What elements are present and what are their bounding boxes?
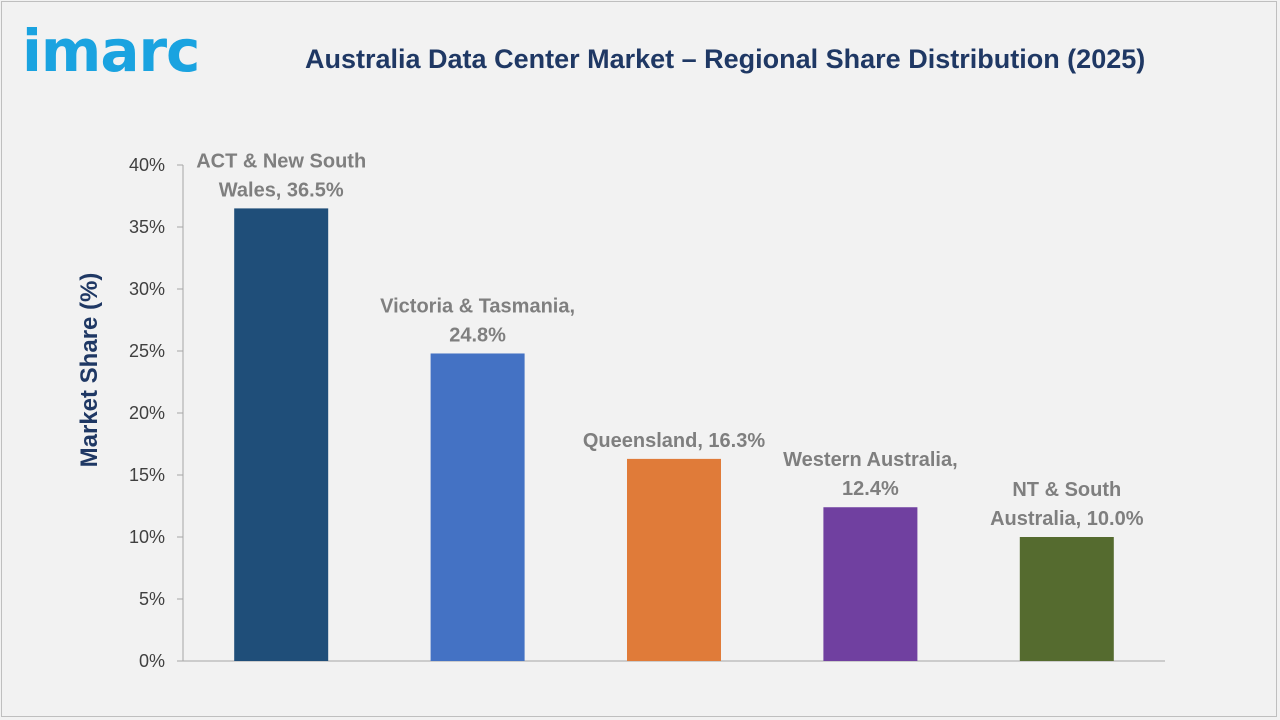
chart-axes: 0% 5% 10% 15% 20% 25% 30% 35% 40% xyxy=(129,155,1165,671)
data-label-line: NT & South xyxy=(1012,479,1121,501)
y-axis-label: Market Share (%) xyxy=(76,273,103,468)
data-label-line: Victoria & Tasmania, xyxy=(380,295,575,317)
data-label: Victoria & Tasmania, 24.8% xyxy=(380,295,575,346)
logo-text: imarc xyxy=(22,17,200,85)
y-tick-label: 40% xyxy=(129,155,165,175)
data-label: Queensland, 16.3% xyxy=(583,430,766,452)
bar xyxy=(823,507,918,661)
imarc-logo: imarc xyxy=(22,22,202,82)
bar xyxy=(234,208,329,661)
data-label-line: Wales, 36.5% xyxy=(219,179,344,201)
data-label-line: Australia, 10.0% xyxy=(990,508,1144,530)
y-tick-label: 10% xyxy=(129,527,165,547)
bar xyxy=(1019,537,1114,661)
chart-title: Australia Data Center Market – Regional … xyxy=(305,44,1146,74)
y-tick-label: 5% xyxy=(139,589,165,609)
chart-bars xyxy=(234,208,1114,661)
bar xyxy=(627,458,721,661)
data-label-line: Western Australia, xyxy=(783,449,958,471)
data-label-line: 24.8% xyxy=(449,324,506,346)
y-tick-label: 15% xyxy=(129,465,165,485)
chart-data-labels: ACT & New South Wales, 36.5% Victoria & Ta… xyxy=(196,150,1144,530)
data-label: ACT & New South Wales, 36.5% xyxy=(196,150,366,201)
y-tick-label: 35% xyxy=(129,217,165,237)
y-tick-label: 0% xyxy=(139,651,165,671)
data-label: Western Australia, 12.4% xyxy=(783,449,958,500)
data-label-line: 12.4% xyxy=(842,478,899,500)
y-tick-label: 25% xyxy=(129,341,165,361)
data-label: NT & South Australia, 10.0% xyxy=(990,479,1144,530)
y-tick-label: 20% xyxy=(129,403,165,423)
bar xyxy=(430,353,525,661)
data-label-line: Queensland, 16.3% xyxy=(583,430,766,452)
y-tick-label: 30% xyxy=(129,279,165,299)
data-label-line: ACT & New South xyxy=(196,150,366,172)
